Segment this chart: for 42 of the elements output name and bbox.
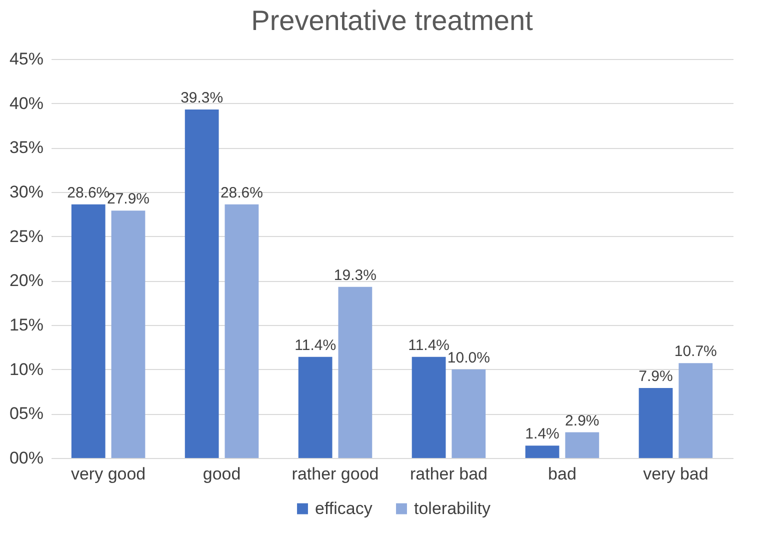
bar [224,204,259,458]
bar [565,432,600,458]
data-label: 10.0% [447,349,490,366]
bar [525,446,560,458]
legend-label: efficacy [315,498,373,518]
data-label: 28.6% [67,184,110,202]
data-label: 7.9% [638,368,673,385]
bar [71,204,106,458]
data-label: 1.4% [525,426,560,443]
y-tick-label: 15% [9,316,44,334]
legend-label: tolerability [414,498,492,518]
x-tick-label: bad [548,464,576,484]
chart-title: Preventative treatment [251,5,534,36]
data-label: 39.3% [180,90,224,107]
bar [412,356,446,458]
bar [638,388,673,458]
data-label: 11.4% [408,336,450,354]
y-tick-label: 45% [9,50,44,68]
x-tick-label: good [202,464,241,484]
bar [184,110,219,458]
y-tick-label: 05% [9,404,44,424]
data-label: 10.7% [674,343,717,360]
bar [452,369,486,458]
y-tick-label: 00% [9,448,44,468]
data-label: 19.3% [334,266,376,284]
data-label: 11.4% [294,336,336,354]
data-label: 2.9% [565,412,600,430]
y-tick-label: 25% [9,226,44,246]
y-tick-label: 35% [9,138,44,158]
bar [298,356,332,458]
y-tick-label: 10% [9,360,44,379]
x-tick-label: rather good [292,464,379,484]
x-tick-label: very bad [643,464,708,484]
y-tick-label: 40% [9,94,44,113]
bar [111,210,146,458]
bar [678,363,713,458]
y-tick-label: 30% [9,182,44,202]
bar [338,286,372,458]
x-tick-label: very good [70,464,146,484]
data-label: 28.6% [220,184,263,202]
x-tick-label: rather bad [410,464,488,484]
y-tick-label: 20% [9,271,44,290]
